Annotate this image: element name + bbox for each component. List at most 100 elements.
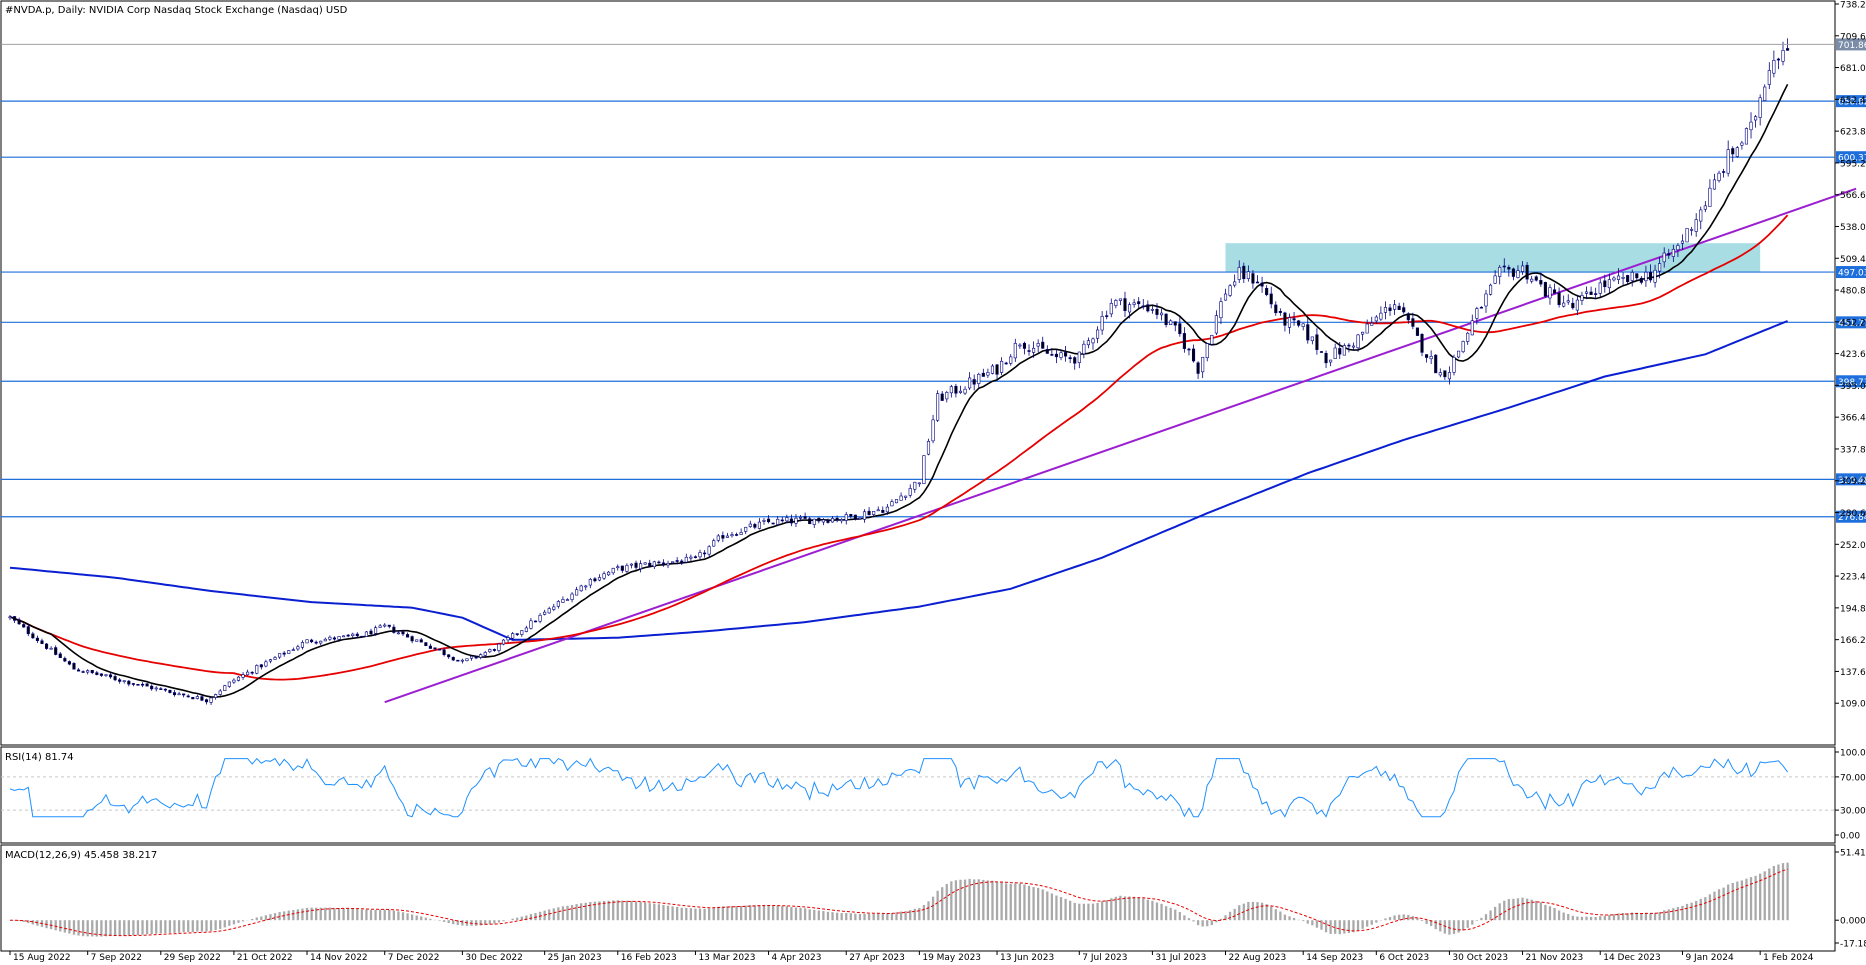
candle-body	[378, 625, 382, 628]
sma-fast-line	[9, 83, 1789, 698]
candle-body	[1470, 320, 1474, 336]
candle-body	[1466, 332, 1470, 342]
candle-body	[890, 501, 894, 507]
candle-body	[81, 671, 85, 673]
candle-body	[122, 680, 126, 682]
candle-body	[383, 624, 387, 627]
candle-body	[671, 561, 675, 564]
candle-body	[1511, 268, 1515, 277]
candle-body	[1383, 307, 1388, 313]
candle-body	[1676, 245, 1680, 251]
candle-body	[565, 599, 570, 601]
candle-body	[1557, 292, 1561, 305]
candle-body	[675, 560, 679, 562]
resistance-zone	[1225, 243, 1761, 273]
candle-body	[1653, 269, 1657, 283]
candle-body	[140, 683, 145, 686]
candle-body	[1543, 282, 1547, 297]
x-tick-label: 30 Oct 2023	[1452, 953, 1508, 963]
candle-body	[986, 372, 990, 376]
candle-body	[1054, 353, 1058, 358]
candle-body	[424, 642, 428, 646]
level-label-bg	[1836, 375, 1866, 388]
candle-body	[1680, 240, 1685, 244]
candle-body	[1516, 270, 1520, 278]
candle-body	[387, 624, 391, 627]
candle-body	[693, 556, 697, 558]
candle-body	[1004, 362, 1008, 365]
candle-body	[1457, 350, 1461, 358]
candle-body	[401, 631, 405, 635]
candle-body	[113, 676, 117, 681]
candle-body	[1292, 318, 1296, 321]
rsi-y-tick-label: 30.00	[1840, 807, 1866, 817]
candle-body	[771, 522, 775, 525]
level-label: 497.03	[1838, 269, 1866, 279]
candle-body	[1310, 336, 1314, 341]
candle-body	[1786, 48, 1790, 51]
candle-body	[958, 390, 963, 393]
x-tick-label: 27 Apr 2023	[849, 953, 905, 963]
candle-body	[1552, 289, 1557, 294]
candle-body	[108, 674, 113, 678]
price-y-tick-label: 166.23	[1840, 636, 1866, 646]
candle-body	[1228, 285, 1232, 296]
trendline[interactable]	[384, 187, 1857, 704]
candle-body	[99, 673, 103, 676]
candle-body	[844, 514, 848, 521]
candle-body	[1575, 299, 1579, 311]
candle-body	[1059, 352, 1063, 358]
candle-body	[1589, 291, 1593, 295]
price-y-tick-label: 652.43	[1840, 96, 1866, 106]
candle-body	[1598, 282, 1602, 294]
candle-body	[1626, 275, 1630, 283]
price-y-tick-label: 595.23	[1840, 159, 1866, 169]
candle-body	[1744, 128, 1749, 145]
price-y-tick-label: 309.23	[1840, 477, 1866, 487]
candle-body	[1484, 293, 1488, 307]
candle-body	[1530, 278, 1534, 282]
macd-y-tick-label: 51.411	[1840, 849, 1866, 859]
candle-body	[739, 532, 743, 535]
x-tick-label: 7 Jul 2023	[1082, 953, 1127, 963]
candle-body	[1443, 370, 1447, 378]
price-y-tick-label: 566.63	[1840, 191, 1866, 201]
candle-body	[319, 640, 323, 644]
candle-body	[1123, 298, 1127, 311]
candle-body	[780, 519, 784, 522]
candle-body	[492, 649, 496, 651]
candle-body	[67, 661, 71, 665]
candle-body	[1137, 301, 1141, 305]
candle-body	[22, 624, 26, 628]
candle-body	[607, 571, 611, 576]
candle-body	[1452, 357, 1456, 373]
candle-body	[1461, 341, 1465, 353]
candle-body	[1667, 253, 1671, 256]
candle-body	[419, 639, 423, 643]
candle-body	[977, 373, 981, 384]
candle-body	[593, 578, 597, 582]
candle-body	[561, 599, 565, 603]
candle-body	[1182, 333, 1186, 349]
candle-body	[1520, 265, 1525, 272]
candle-body	[195, 696, 199, 699]
candle-body	[1562, 302, 1566, 307]
candle-body	[86, 670, 90, 673]
rsi-y-tick-label: 0.00	[1840, 832, 1860, 842]
candle-body	[1045, 349, 1049, 354]
candle-body	[543, 611, 547, 615]
price-panel-frame	[0, 0, 1836, 746]
candle-body	[483, 652, 487, 656]
candle-body	[1571, 302, 1575, 309]
candle-body	[1393, 304, 1397, 310]
candle-body	[45, 643, 49, 649]
candle-body	[885, 506, 889, 513]
horizontal-levels-layer: 650.82 600.37 497.03 451.77 398.73 310.48 276.…	[1, 95, 1866, 523]
candle-body	[1027, 350, 1031, 352]
candle-body	[364, 631, 368, 637]
candle-body	[1434, 354, 1438, 374]
candle-body	[95, 672, 99, 675]
candle-body	[1315, 334, 1319, 350]
candle-body	[1269, 293, 1273, 305]
